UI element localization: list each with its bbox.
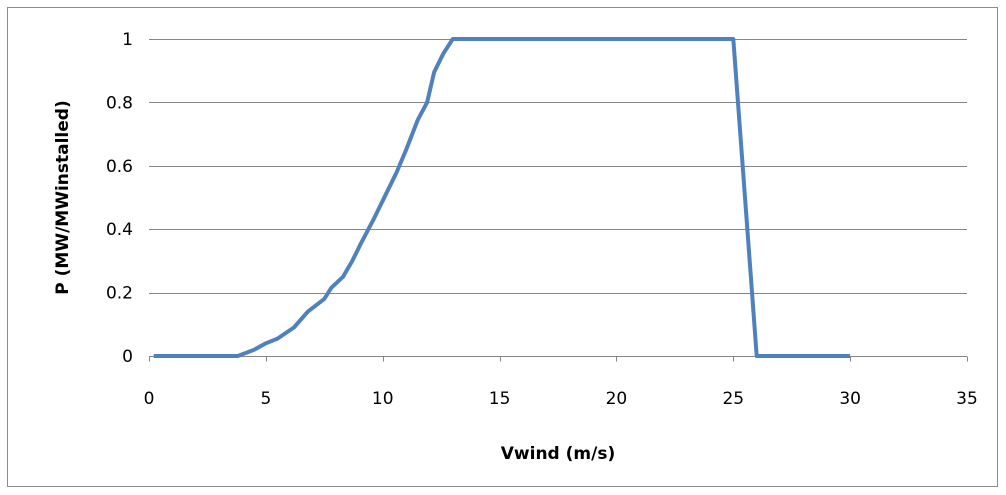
y-tick-label: 0.2 [106, 284, 133, 304]
y-tick-label: 0.6 [106, 157, 133, 177]
y-tick-label: 0.8 [106, 93, 133, 113]
y-axis-title: P (MW/MWinstalled) [53, 100, 73, 294]
x-tick-label: 20 [606, 389, 628, 409]
y-tick-label: 1 [122, 30, 133, 50]
x-tick-label: 35 [956, 389, 978, 409]
x-tick-label: 30 [839, 389, 861, 409]
x-tick-label: 15 [489, 389, 511, 409]
x-axis-tick-labels: 0 5 10 15 20 25 30 35 [144, 389, 978, 409]
series-line-0 [153, 37, 851, 358]
chart-frame: 0 0.2 0.4 0.6 0.8 1 0 5 10 15 20 25 30 35 Vwind (m/s… [7, 7, 998, 487]
x-tick-label: 10 [372, 389, 394, 409]
chart-plot: 0 0.2 0.4 0.6 0.8 1 0 5 10 15 20 25 30 35 Vwind (m/s… [53, 30, 978, 464]
y-axis-tick-labels: 0 0.2 0.4 0.6 0.8 1 [106, 30, 133, 367]
x-axis-ticks [149, 356, 968, 362]
y-tick-label: 0 [122, 347, 133, 367]
x-tick-label: 5 [260, 389, 271, 409]
x-tick-label: 25 [722, 389, 744, 409]
series-layer [153, 37, 851, 358]
y-tick-label: 0.4 [106, 220, 133, 240]
x-axis-title: Vwind (m/s) [501, 444, 615, 464]
gridlines [149, 39, 967, 294]
x-tick-label: 0 [144, 389, 155, 409]
